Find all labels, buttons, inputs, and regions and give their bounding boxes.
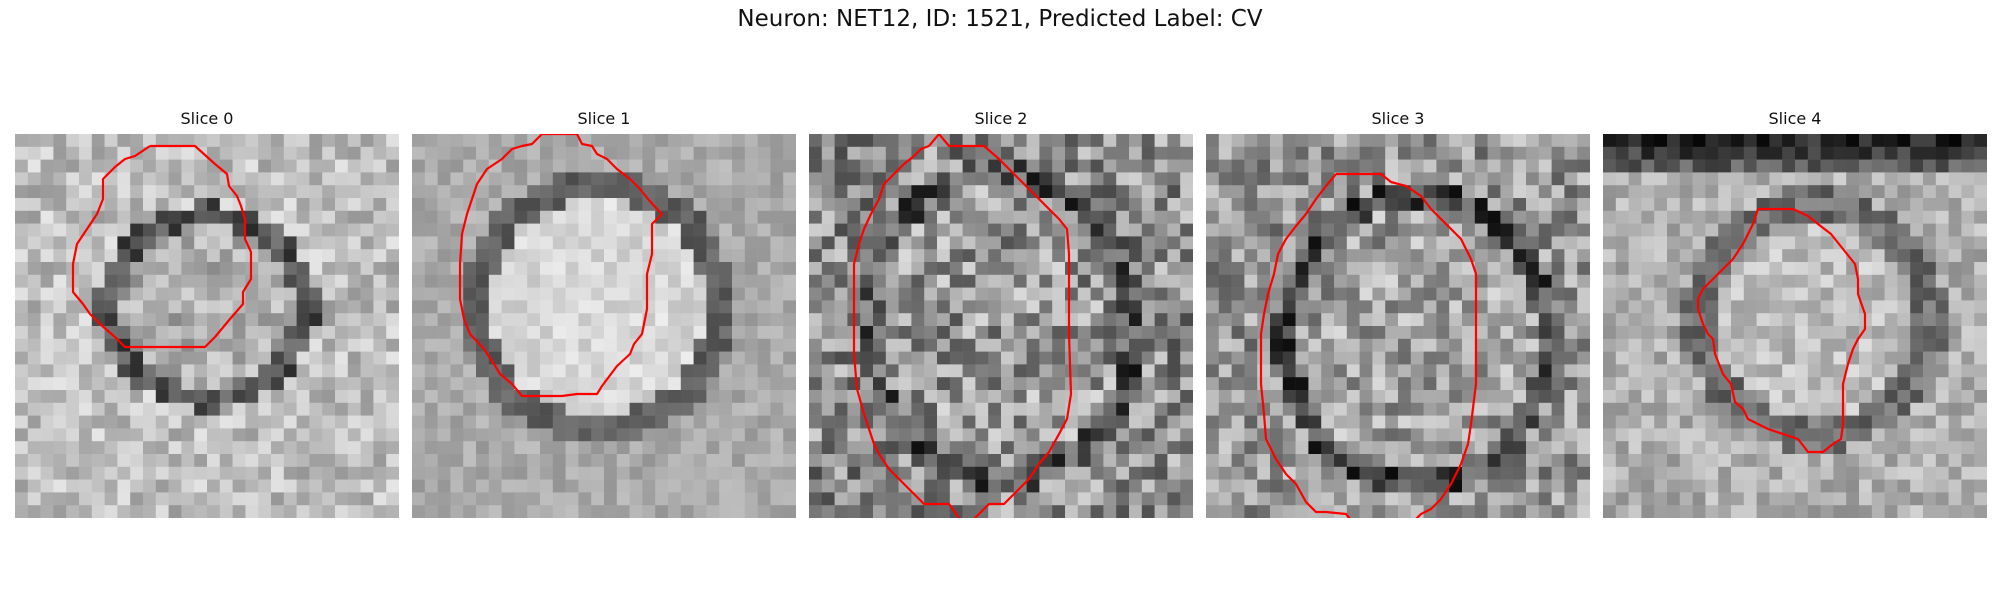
slice-image <box>809 134 1193 518</box>
panel-title: Slice 0 <box>180 109 234 128</box>
slice-image <box>1603 134 1987 518</box>
panel-title: Slice 2 <box>974 109 1028 128</box>
panel-slice-4: Slice 4 <box>1603 108 1987 518</box>
segmentation-contour <box>1259 172 1478 518</box>
segmentation-contour <box>71 144 253 349</box>
figure-title: Neuron: NET12, ID: 1521, Predicted Label… <box>737 6 1263 32</box>
panel-title: Slice 3 <box>1371 109 1425 128</box>
segmentation-contour <box>852 134 1073 518</box>
slice-image <box>1206 134 1590 518</box>
segmentation-contour <box>458 134 664 398</box>
panel-slice-1: Slice 1 <box>412 108 796 518</box>
panel-title: Slice 4 <box>1768 109 1822 128</box>
panel-slice-3: Slice 3 <box>1206 108 1590 518</box>
panel-title: Slice 1 <box>577 109 631 128</box>
segmentation-contour <box>1696 207 1867 454</box>
slice-image <box>15 134 399 518</box>
panel-slice-0: Slice 0 <box>15 108 399 518</box>
slice-image <box>412 134 796 518</box>
panel-slice-2: Slice 2 <box>809 108 1193 518</box>
